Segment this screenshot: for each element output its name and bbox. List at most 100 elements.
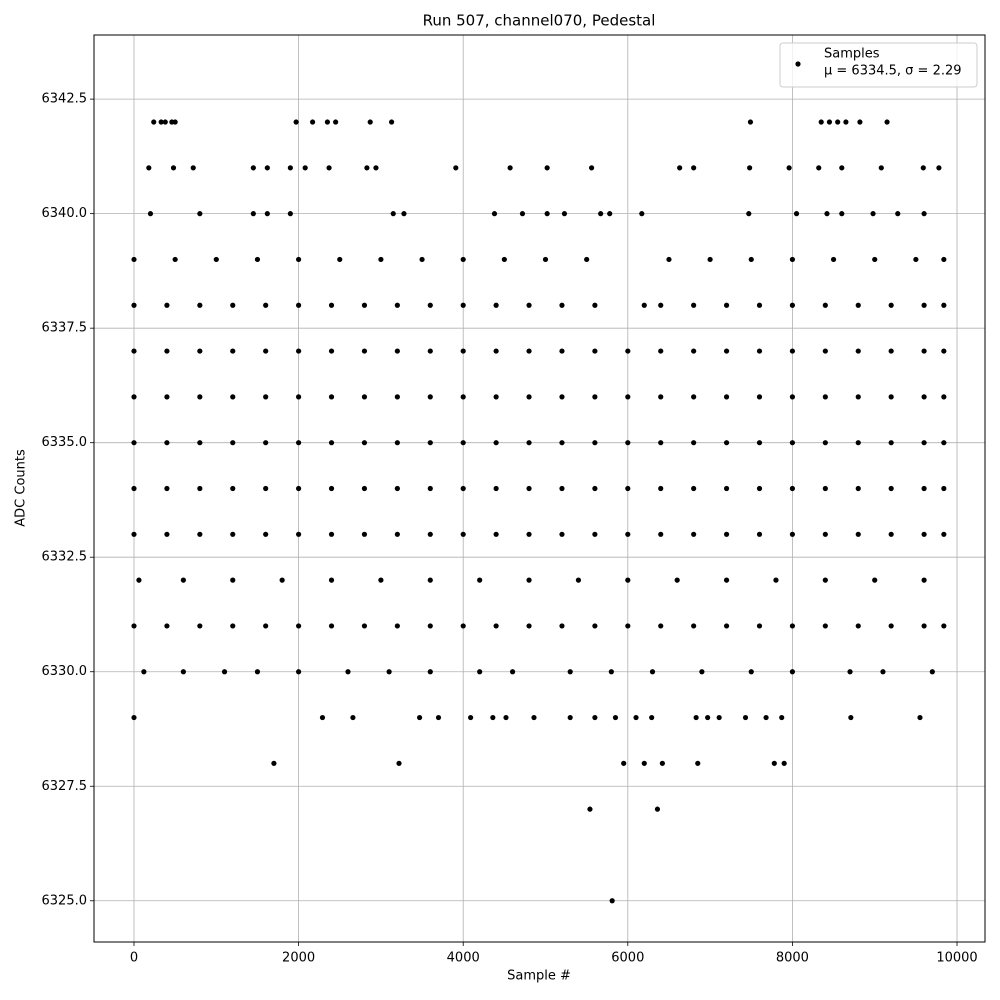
point xyxy=(691,531,697,537)
point xyxy=(830,256,837,263)
point xyxy=(131,485,137,492)
point xyxy=(822,394,828,400)
point xyxy=(526,577,532,583)
point xyxy=(691,165,697,171)
point xyxy=(716,714,722,721)
point xyxy=(345,669,351,675)
point xyxy=(658,348,664,354)
point xyxy=(835,119,841,125)
point xyxy=(822,302,828,308)
point xyxy=(822,485,828,492)
point xyxy=(567,669,573,675)
point xyxy=(131,394,137,400)
point xyxy=(460,531,466,537)
point xyxy=(592,394,598,400)
point xyxy=(917,714,923,721)
point xyxy=(263,348,269,354)
point xyxy=(394,394,400,400)
point xyxy=(621,760,627,766)
point xyxy=(756,485,763,492)
point xyxy=(526,623,532,629)
point xyxy=(361,623,368,629)
point xyxy=(250,165,256,171)
chart-title: Run 507, channel070, Pedestal xyxy=(423,12,656,30)
point xyxy=(131,348,137,354)
point xyxy=(779,714,785,721)
point xyxy=(131,302,137,308)
point xyxy=(789,669,796,675)
point xyxy=(559,348,565,354)
point xyxy=(230,302,236,308)
point xyxy=(296,485,302,492)
point xyxy=(756,531,763,537)
point xyxy=(337,256,343,263)
point xyxy=(293,119,299,125)
point xyxy=(427,394,433,400)
point xyxy=(460,485,466,492)
point xyxy=(386,669,392,675)
point xyxy=(763,714,769,721)
point xyxy=(427,531,433,537)
point xyxy=(230,440,236,446)
point xyxy=(888,440,894,446)
point xyxy=(328,348,335,354)
point xyxy=(941,394,947,400)
point xyxy=(302,165,308,171)
point xyxy=(789,440,796,446)
point xyxy=(264,211,270,217)
point xyxy=(588,165,595,171)
point xyxy=(493,302,499,308)
point xyxy=(164,623,170,629)
point xyxy=(296,623,302,629)
point xyxy=(164,302,170,308)
point xyxy=(921,302,927,308)
point xyxy=(707,256,713,263)
point xyxy=(771,760,777,766)
point xyxy=(641,302,647,308)
point xyxy=(250,211,256,217)
legend-label: Samples xyxy=(824,47,880,62)
point xyxy=(872,577,878,583)
point xyxy=(263,302,269,308)
point xyxy=(659,760,665,766)
point xyxy=(493,623,499,629)
point xyxy=(559,394,565,400)
point xyxy=(373,165,379,171)
point xyxy=(705,714,711,721)
point xyxy=(625,485,631,492)
point xyxy=(328,485,335,492)
point xyxy=(857,119,863,125)
point xyxy=(364,165,370,171)
point xyxy=(180,577,186,583)
point xyxy=(921,531,927,537)
point xyxy=(296,348,302,354)
point xyxy=(279,577,285,583)
point xyxy=(691,485,697,492)
point xyxy=(419,256,425,263)
point xyxy=(789,623,796,629)
y-tick-label: 6332.5 xyxy=(42,550,88,565)
point xyxy=(361,302,368,308)
point xyxy=(254,256,261,263)
point xyxy=(625,577,631,583)
point xyxy=(921,394,927,400)
point xyxy=(324,119,331,125)
point xyxy=(197,394,203,400)
point xyxy=(490,714,496,721)
legend-note: μ = 6334.5, σ = 2.29 xyxy=(824,64,962,79)
points xyxy=(131,119,947,904)
grid xyxy=(94,35,985,942)
point xyxy=(164,531,170,537)
point xyxy=(328,440,335,446)
point xyxy=(888,302,894,308)
point xyxy=(789,531,796,537)
point xyxy=(493,531,499,537)
point xyxy=(394,531,400,537)
point xyxy=(921,348,927,354)
point xyxy=(756,394,763,400)
point xyxy=(625,531,631,537)
point xyxy=(747,165,753,171)
point xyxy=(453,165,459,171)
point xyxy=(519,211,526,217)
point xyxy=(843,119,849,125)
